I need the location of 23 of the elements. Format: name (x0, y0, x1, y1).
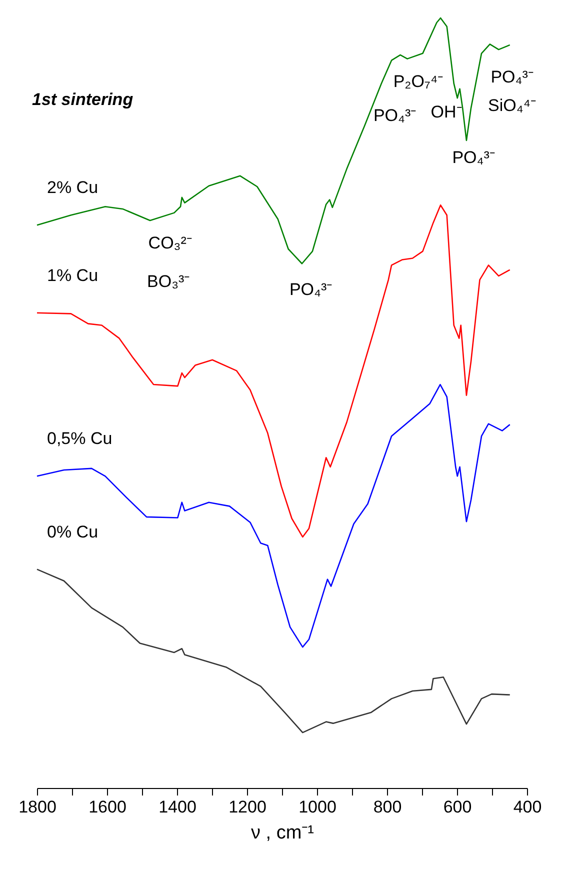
series-label: 0% Cu (47, 522, 98, 542)
annotation: SiO₄⁴⁻ (488, 96, 537, 115)
annotation: CO₃²⁻ (148, 234, 192, 253)
x-axis-title: ν , cm⁻¹ (251, 822, 314, 844)
annotation: PO₄³⁻ (373, 106, 417, 125)
annotation: P₂O₇⁴⁻ (393, 72, 444, 91)
x-tick-label: 1200 (228, 798, 266, 816)
series-label: 2% Cu (47, 178, 98, 198)
x-tick-label: 800 (373, 798, 402, 816)
x-tick-label: 1000 (298, 798, 336, 816)
annotation: PO₄³⁻ (289, 280, 333, 299)
x-tick-label: 600 (443, 798, 472, 816)
annotation: OH⁻ (430, 102, 462, 122)
annotation: BO₃³⁻ (147, 272, 190, 292)
annotation: PO₄³⁻ (452, 148, 496, 168)
text: 1st sintering (32, 90, 134, 110)
x-tick-label: 400 (513, 798, 542, 816)
series-label: 0,5% Cu (47, 429, 112, 448)
x-tick-label: 1800 (18, 798, 56, 816)
x-tick-label: 1600 (88, 798, 126, 816)
x-tick-label: 1400 (158, 798, 196, 816)
annotation: PO₄³⁻ (490, 67, 534, 86)
series-label: 1% Cu (47, 266, 98, 285)
